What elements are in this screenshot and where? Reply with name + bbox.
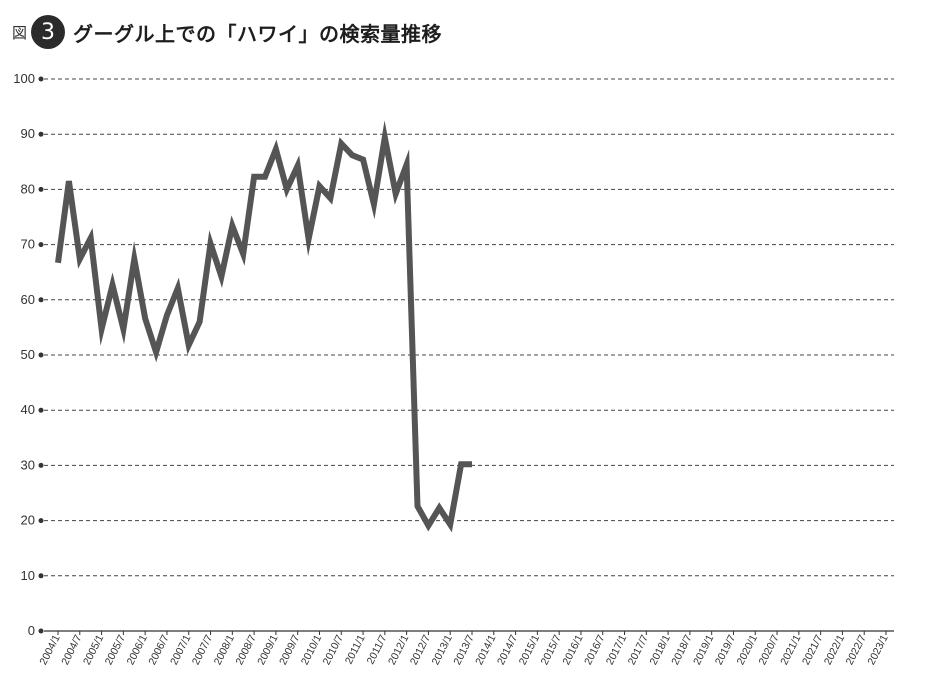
ytick-label: 90 <box>21 126 35 141</box>
ytick-label: 60 <box>21 292 35 307</box>
figure-number-badge: 3 <box>31 15 66 49</box>
ytick-dot <box>38 242 44 248</box>
ytick-dot <box>38 186 44 192</box>
ytick-label: 40 <box>21 402 35 417</box>
ytick-dot <box>38 518 44 524</box>
ytick-dot <box>38 297 44 303</box>
ytick-label: 30 <box>21 457 35 472</box>
ytick-dot <box>38 462 44 468</box>
ytick-label: 100 <box>13 71 35 86</box>
ytick-label: 50 <box>21 347 35 362</box>
xtick-label: 2010/7 <box>321 633 346 667</box>
ytick-dot <box>38 628 44 634</box>
ytick-dot <box>38 573 44 579</box>
figure-header: 図 3 グーグル上での「ハワイ」の検索量推移 <box>12 14 442 50</box>
figure-label: 図 <box>12 23 28 42</box>
ytick-label: 20 <box>21 513 35 528</box>
ytick-label: 70 <box>21 237 35 252</box>
series-line <box>55 120 472 533</box>
ytick-dot <box>38 76 44 82</box>
xtick-label: 2023/1 <box>865 633 890 667</box>
ytick-dot <box>38 131 44 137</box>
chart-title: グーグル上での「ハワイ」の検索量推移 <box>73 21 443 46</box>
ytick-dot <box>38 407 44 413</box>
ytick-label: 10 <box>21 568 35 583</box>
ytick-dot <box>38 352 44 358</box>
ytick-label: 80 <box>21 181 35 196</box>
ytick-label: 0 <box>28 623 35 638</box>
